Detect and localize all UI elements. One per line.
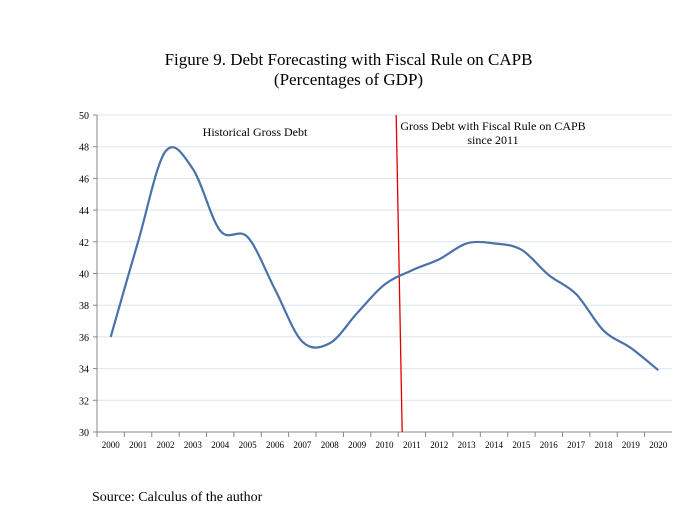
annotation: since 2011 <box>467 133 518 147</box>
y-tick-label: 34 <box>79 365 89 376</box>
y-tick-label: 30 <box>79 428 89 439</box>
y-tick-label: 46 <box>79 174 89 185</box>
source-note: Source: Calculus of the author <box>92 490 263 505</box>
x-tick-label: 2011 <box>403 440 421 450</box>
x-tick-label: 2009 <box>348 440 367 450</box>
x-tick-label: 2002 <box>156 440 174 450</box>
y-tick-label: 36 <box>79 333 89 344</box>
y-tick-label: 44 <box>79 206 89 217</box>
x-tick-label: 2004 <box>211 440 230 450</box>
x-tick-label: 2003 <box>184 440 203 450</box>
chart-subtitle: (Percentages of GDP) <box>273 70 424 89</box>
fiscal-rule-divider <box>395 114 403 433</box>
x-tick-label: 2006 <box>266 440 285 450</box>
x-tick-label: 2013 <box>458 440 477 450</box>
x-tick-label: 2016 <box>540 440 559 450</box>
x-tick-label: 2015 <box>512 440 531 450</box>
x-tick-label: 2008 <box>321 440 340 450</box>
y-tick-label: 42 <box>79 238 89 249</box>
x-tick-label: 2010 <box>376 440 395 450</box>
y-tick-label: 38 <box>79 301 89 312</box>
x-tick-label: 2001 <box>129 440 147 450</box>
annotation: Gross Debt with Fiscal Rule on CAPB <box>400 119 585 133</box>
y-tick-label: 50 <box>79 111 89 122</box>
x-tick-label: 2020 <box>649 440 668 450</box>
y-tick-label: 40 <box>79 270 89 281</box>
x-tick-label: 2007 <box>293 440 312 450</box>
x-tick-label: 2018 <box>595 440 614 450</box>
chart-title: Figure 9. Debt Forecasting with Fiscal R… <box>164 50 533 69</box>
x-tick-label: 2012 <box>430 440 448 450</box>
annotation: Historical Gross Debt <box>203 125 308 139</box>
x-tick-label: 2014 <box>485 440 504 450</box>
x-tick-label: 2019 <box>622 440 641 450</box>
x-tick-label: 2000 <box>102 440 121 450</box>
x-tick-label: 2005 <box>239 440 258 450</box>
y-tick-label: 32 <box>79 396 89 407</box>
x-tick-label: 2017 <box>567 440 586 450</box>
y-tick-label: 48 <box>79 143 89 154</box>
